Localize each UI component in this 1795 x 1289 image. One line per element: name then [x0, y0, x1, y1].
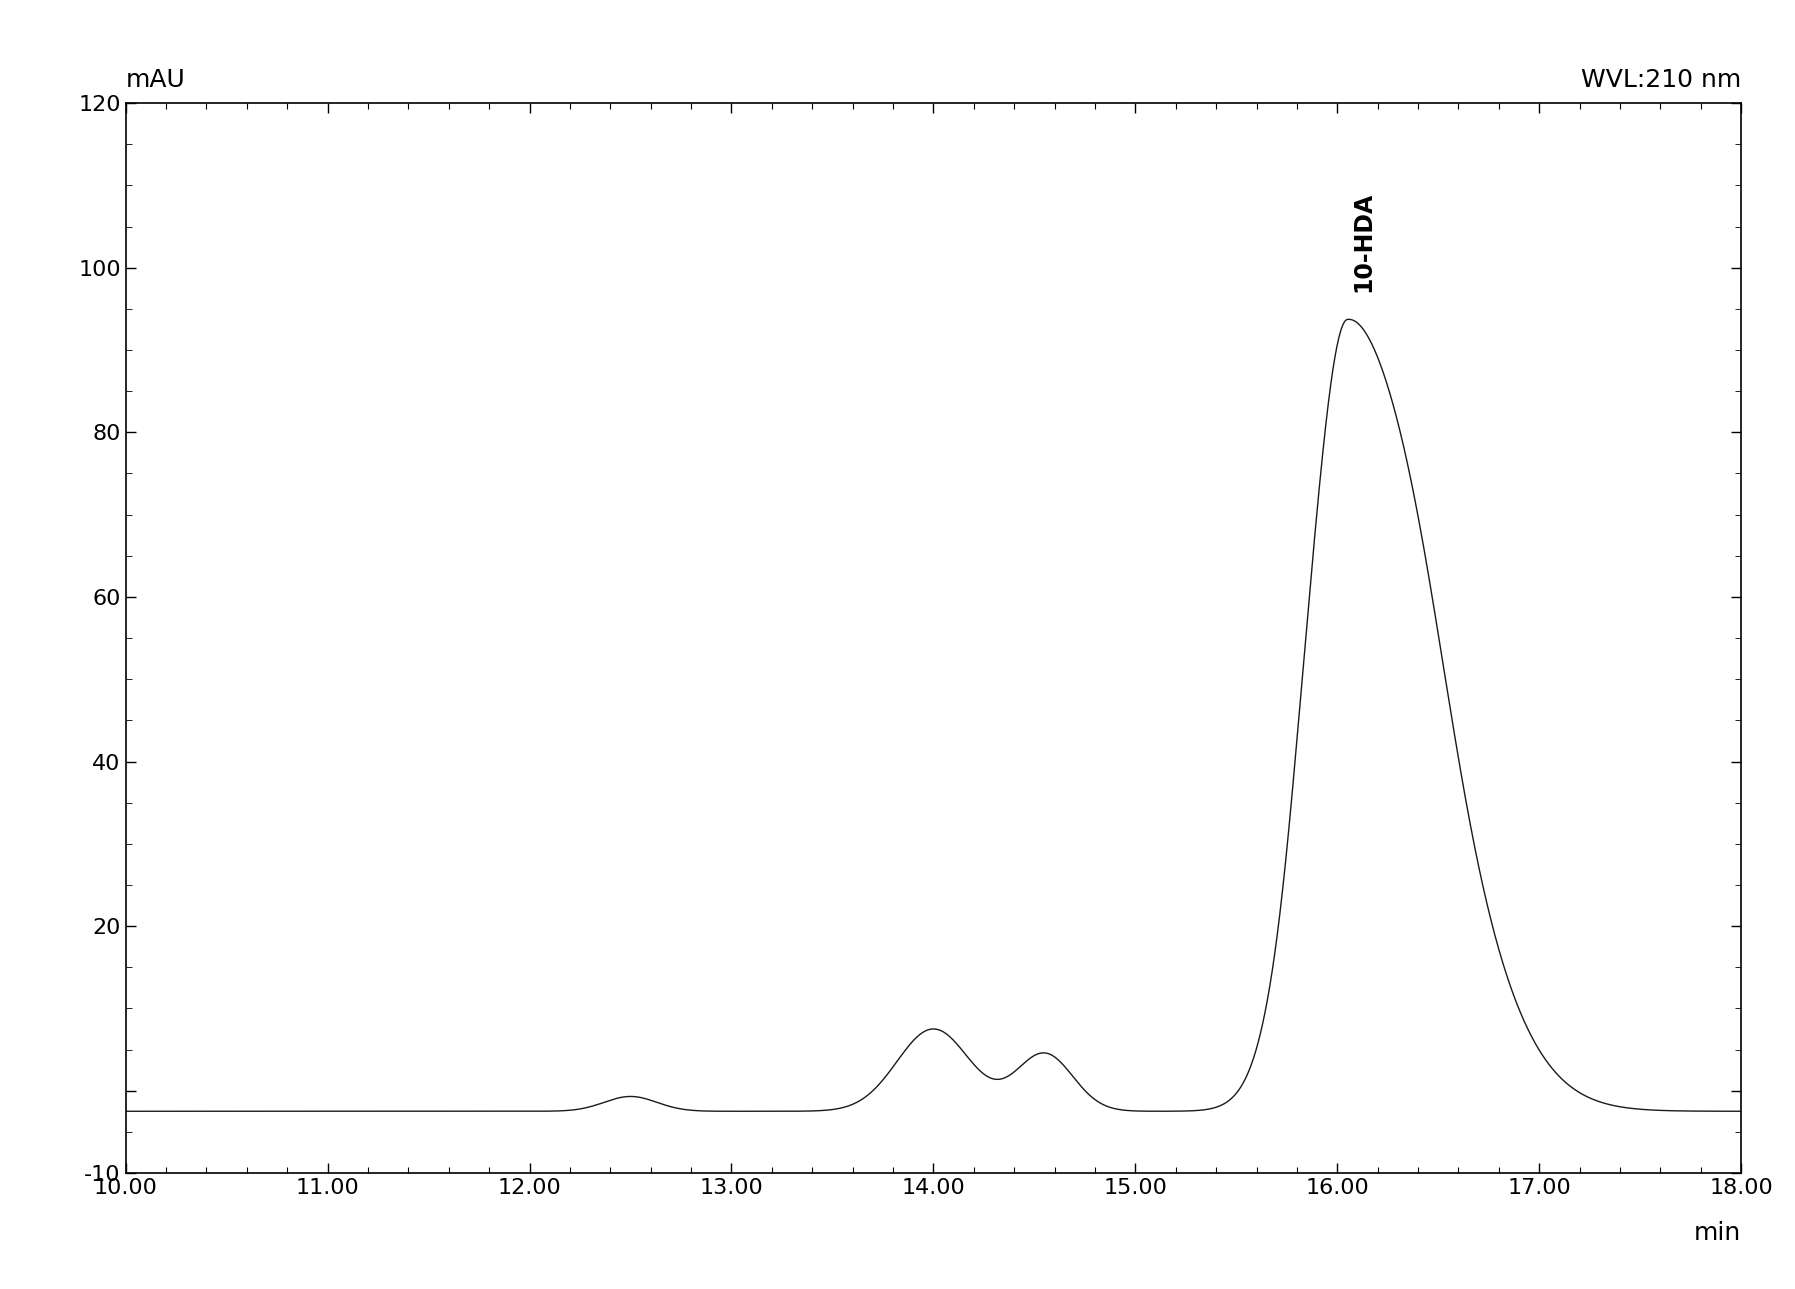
Text: 10-HDA: 10-HDA	[1352, 192, 1375, 293]
Text: min: min	[1694, 1221, 1741, 1245]
Text: WVL:210 nm: WVL:210 nm	[1581, 68, 1741, 93]
Text: mAU: mAU	[126, 68, 185, 93]
